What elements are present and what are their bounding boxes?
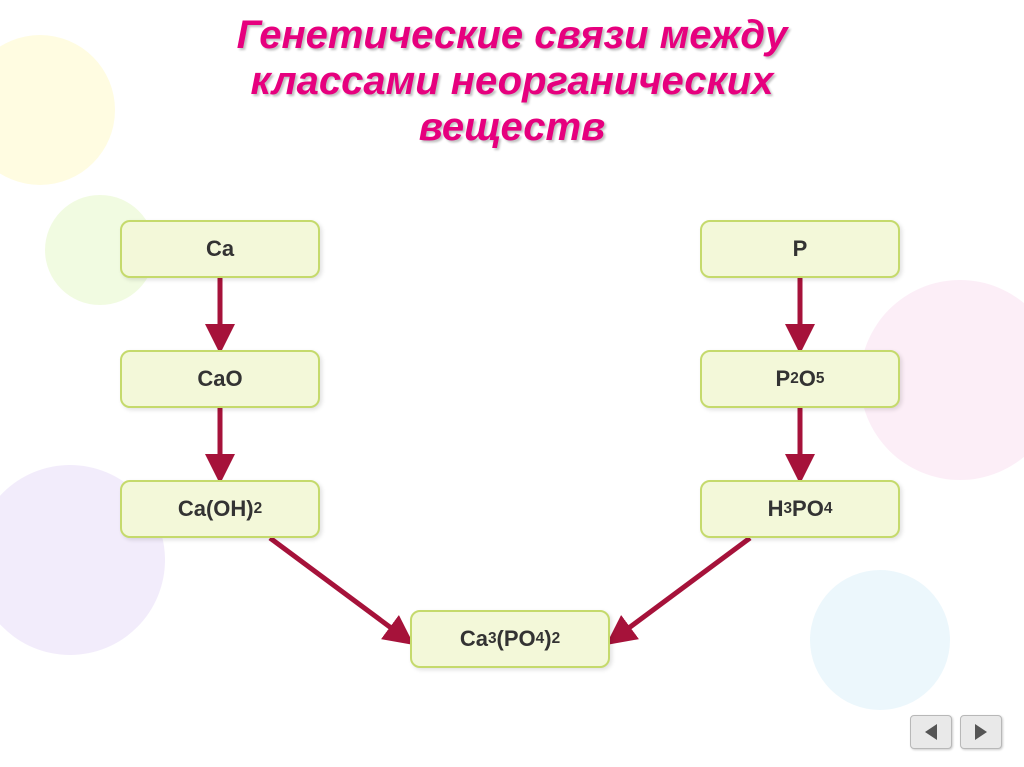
node-h3po4: H3PO4 xyxy=(700,480,900,538)
node-p: P xyxy=(700,220,900,278)
title-line: веществ xyxy=(419,105,606,149)
node-p2o5: P2O5 xyxy=(700,350,900,408)
title-line: Генетические связи между xyxy=(237,13,788,57)
edge-h3po4-ca3po4 xyxy=(614,538,750,639)
node-ca3po4: Ca3(PO4)2 xyxy=(410,610,610,668)
node-cao: CaO xyxy=(120,350,320,408)
chevron-left-icon xyxy=(925,724,937,740)
node-caoh2: Ca(OH)2 xyxy=(120,480,320,538)
page-title: Генетические связи между классами неорга… xyxy=(0,12,1024,150)
edge-caoh2-ca3po4 xyxy=(270,538,406,639)
prev-slide-button[interactable] xyxy=(910,715,952,749)
decorative-circle xyxy=(810,570,950,710)
title-line: классами неорганических xyxy=(251,59,774,103)
next-slide-button[interactable] xyxy=(960,715,1002,749)
slide: Генетические связи между классами неорга… xyxy=(0,0,1024,767)
chevron-right-icon xyxy=(975,724,987,740)
node-ca: Ca xyxy=(120,220,320,278)
